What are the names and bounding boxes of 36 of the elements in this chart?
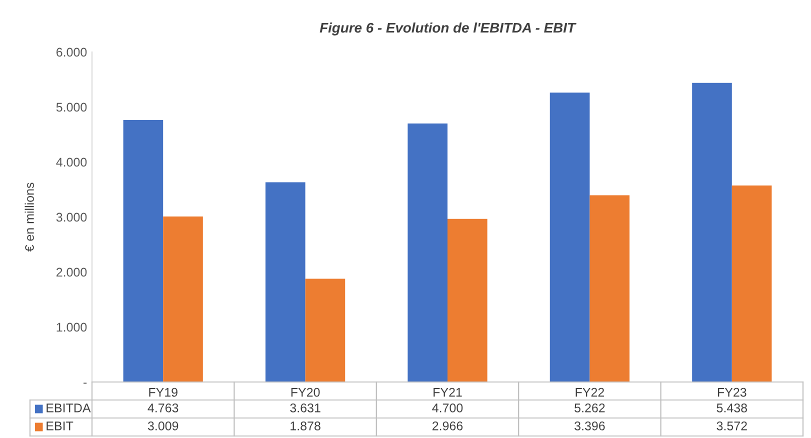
legend-label: EBITDA xyxy=(46,404,91,412)
data-label: 3.396 xyxy=(574,422,605,430)
y-tick-label: - xyxy=(84,382,87,384)
bar xyxy=(550,92,590,382)
data-label: 4.763 xyxy=(148,404,178,412)
bar xyxy=(265,182,306,382)
y-tick-label: 5.000 xyxy=(56,102,87,112)
bar xyxy=(590,195,630,382)
x-tick-label: FY23 xyxy=(718,388,746,397)
bar xyxy=(448,218,488,382)
y-tick-label: 2.000 xyxy=(56,268,87,277)
y-tick-label: 3.000 xyxy=(56,212,87,222)
bar xyxy=(123,120,164,382)
data-label: 3.631 xyxy=(290,404,320,412)
x-tick-label: FY22 xyxy=(576,388,604,397)
data-label: 1.878 xyxy=(290,422,320,430)
data-label: 3.009 xyxy=(148,422,178,430)
data-label: 3.572 xyxy=(716,422,747,430)
bar xyxy=(692,82,732,382)
bar xyxy=(305,278,346,382)
y-tick-label: 4.000 xyxy=(56,158,87,167)
data-label: 2.966 xyxy=(432,422,463,430)
bar xyxy=(163,216,203,382)
y-axis-title: € en millions xyxy=(24,182,34,252)
bar xyxy=(732,186,772,382)
chart-title: Figure 6 - Evolution de l'EBITDA - EBIT xyxy=(320,22,576,36)
bar xyxy=(408,124,448,382)
y-tick-label: 6.000 xyxy=(56,48,87,57)
legend-label: EBIT xyxy=(46,422,74,430)
x-tick-label: FY20 xyxy=(291,388,320,397)
y-tick-label: 1.000 xyxy=(56,322,87,332)
data-label: 5.438 xyxy=(716,404,747,412)
x-tick-label: FY21 xyxy=(434,388,462,397)
data-label: 4.700 xyxy=(432,404,463,412)
data-label: 5.262 xyxy=(574,404,605,412)
x-tick-label: FY19 xyxy=(149,388,178,397)
